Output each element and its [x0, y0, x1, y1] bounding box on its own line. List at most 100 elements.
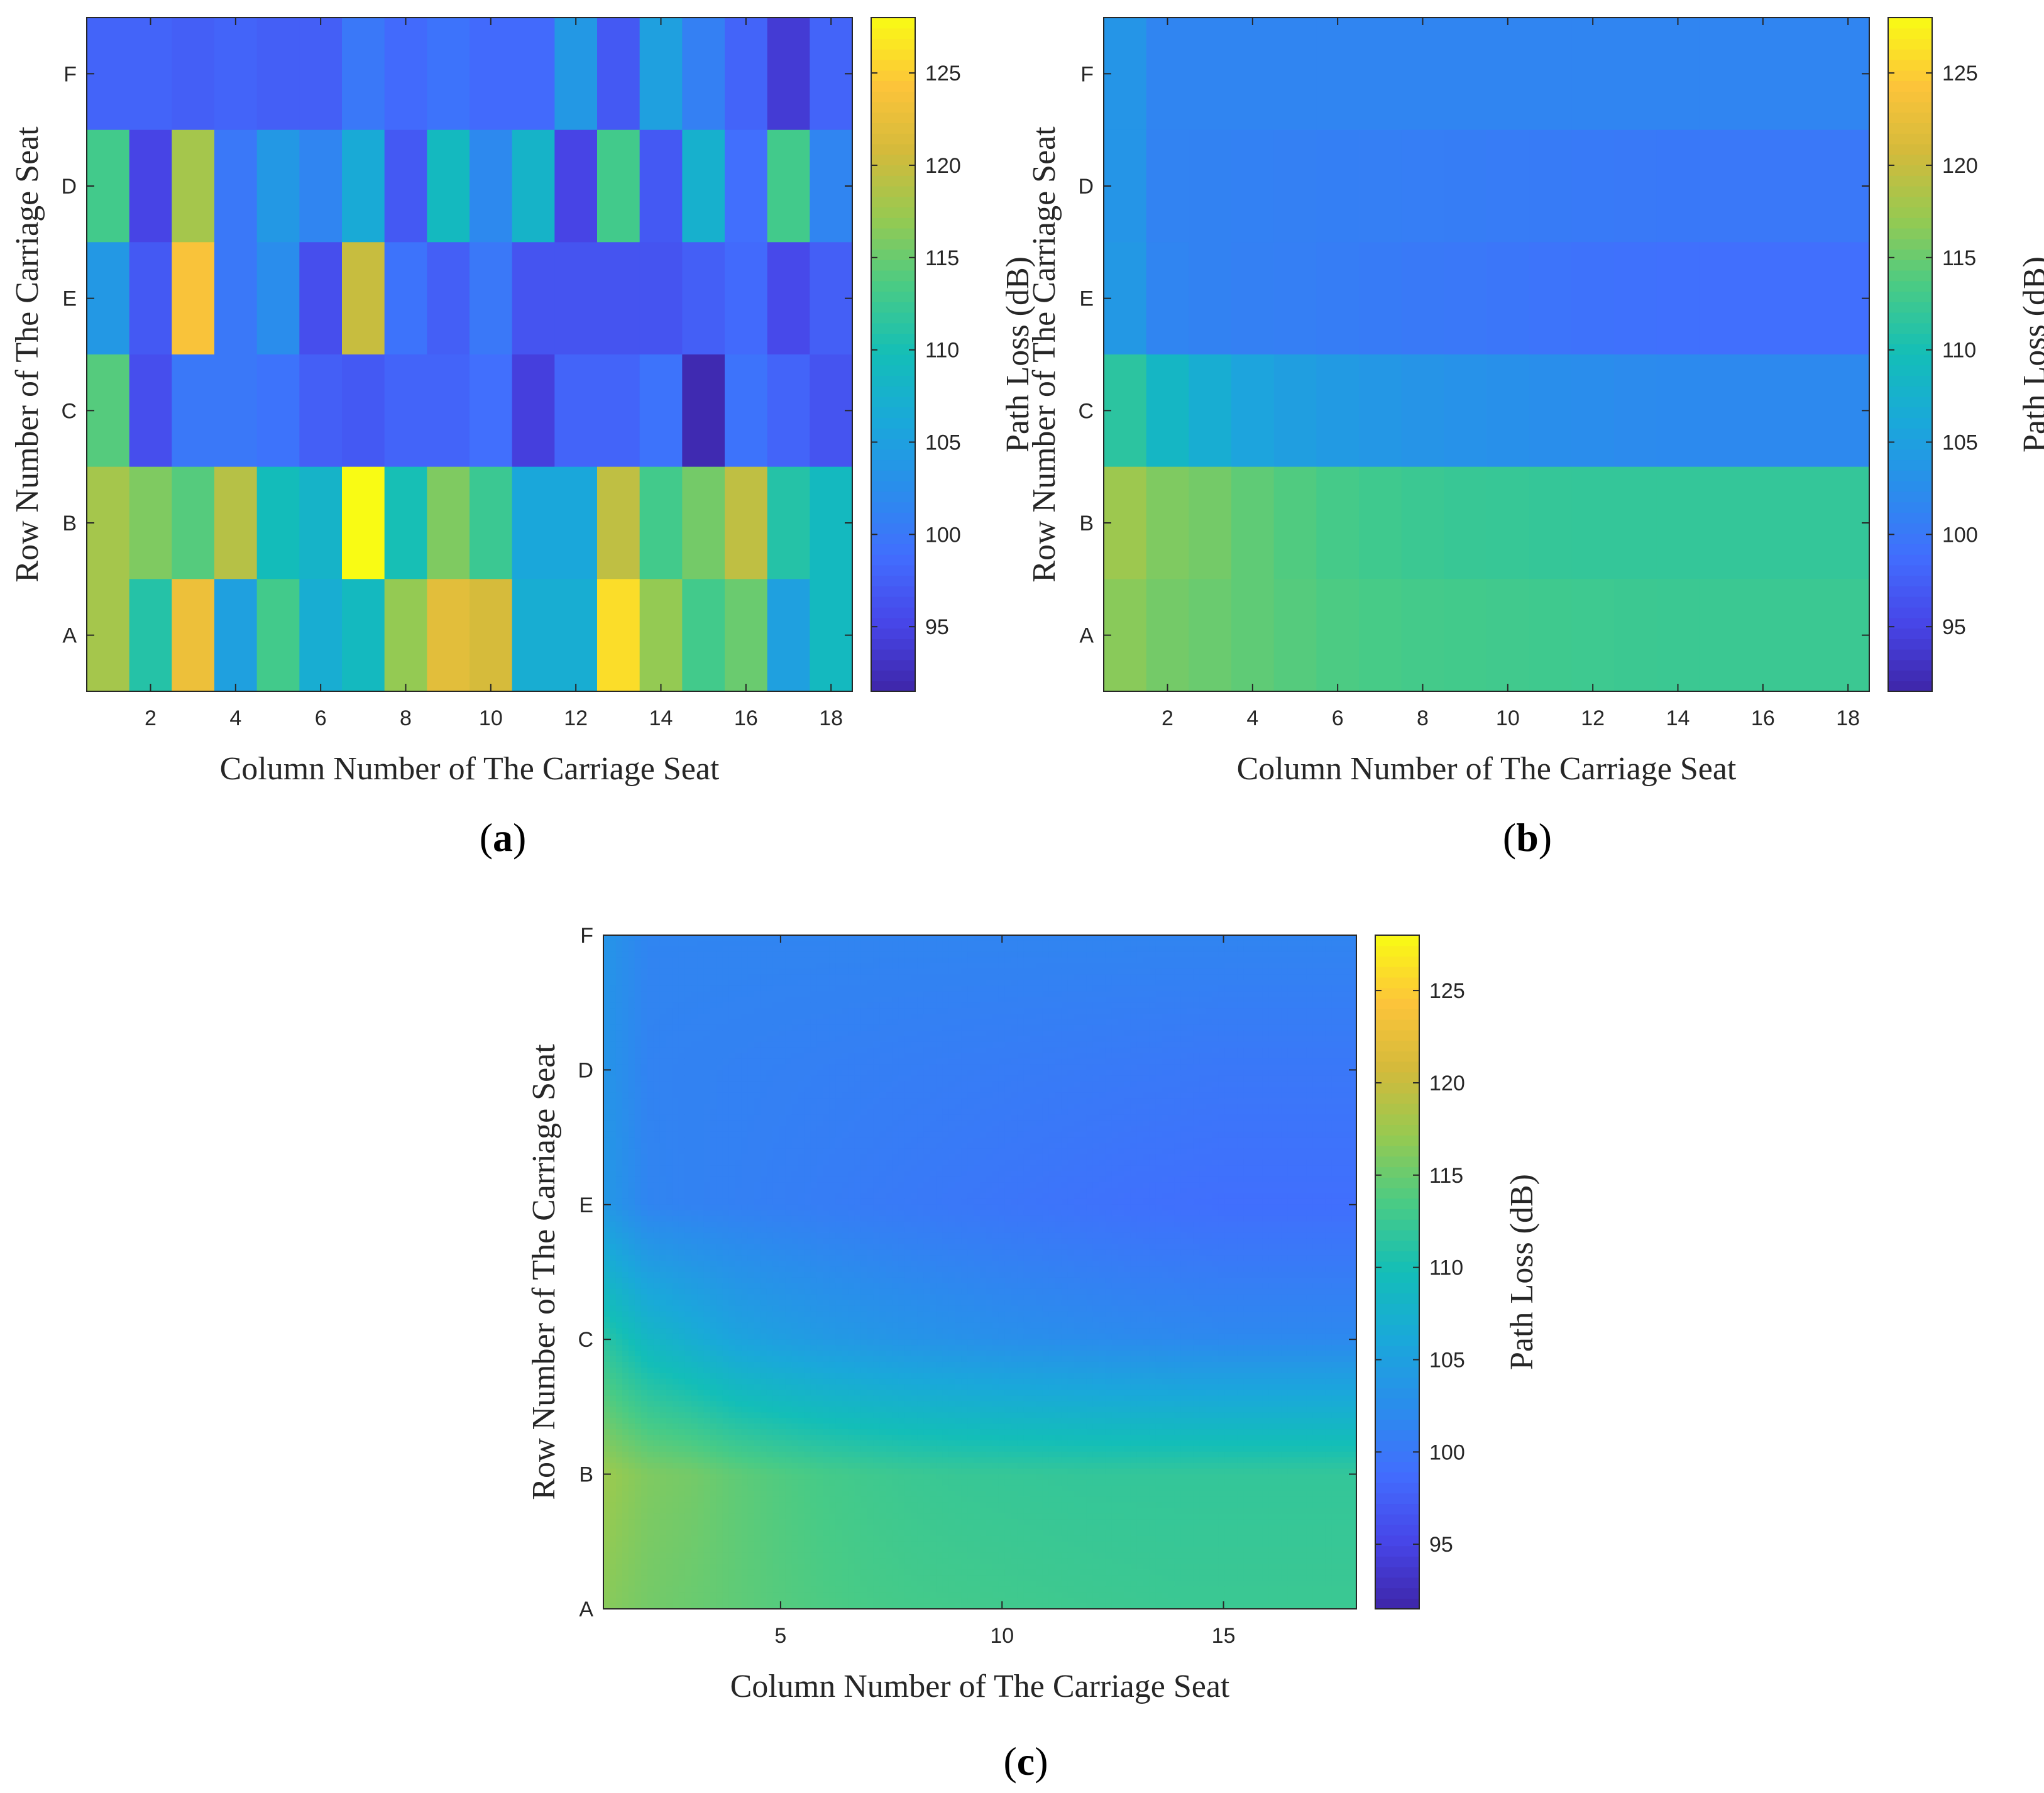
heatmap-cell [1224, 1053, 1232, 1060]
heatmap-cell [986, 1131, 993, 1138]
heatmap-cell [622, 985, 629, 992]
heatmap-cell [1199, 1126, 1207, 1132]
heatmap-cell [609, 1024, 617, 1031]
heatmap-cell [647, 980, 654, 987]
heatmap-cell [1212, 1053, 1219, 1060]
heatmap-cell [754, 1070, 761, 1077]
heatmap-cell [691, 1120, 698, 1127]
heatmap-cell [930, 1058, 937, 1065]
heatmap-cell [854, 1081, 862, 1087]
heatmap-cell [992, 1014, 999, 1020]
heatmap-cell [1149, 1070, 1157, 1077]
heatmap-cell [1149, 1087, 1157, 1093]
colorbar-segment [1888, 207, 1932, 218]
heatmap-cell [1074, 1104, 1081, 1110]
heatmap-cell [948, 1058, 955, 1065]
heatmap-cell [1092, 1114, 1100, 1121]
heatmap-cell [760, 957, 767, 964]
heatmap-cell [785, 935, 793, 941]
heatmap-cell [998, 940, 1006, 947]
heatmap-cell [873, 1058, 880, 1065]
heatmap-cell [678, 1058, 686, 1065]
heatmap-cell [672, 974, 679, 981]
heatmap-cell [1281, 1024, 1288, 1031]
heatmap-cell [1325, 1092, 1332, 1099]
heatmap-cell [1306, 1030, 1313, 1037]
heatmap-cell [923, 997, 930, 1003]
heatmap-cell [1036, 1120, 1043, 1127]
heatmap-cell [961, 1053, 968, 1060]
colorbar-segment [1888, 628, 1932, 639]
heatmap-cell [835, 1024, 843, 1031]
heatmap-cell [691, 935, 698, 941]
heatmap-cell [697, 1087, 705, 1093]
heatmap-cell [554, 242, 598, 355]
heatmap-cell [653, 1081, 661, 1087]
heatmap-cell [810, 1137, 818, 1144]
heatmap-cell [1130, 1126, 1138, 1132]
heatmap-cell [860, 1098, 867, 1104]
heatmap-cell [1036, 1131, 1043, 1138]
heatmap-cell [603, 1019, 610, 1026]
heatmap-cell [1030, 951, 1037, 958]
heatmap-cell [873, 1030, 880, 1037]
heatmap-cell [986, 1041, 993, 1048]
heatmap-cell [1325, 963, 1332, 970]
heatmap-cell [609, 1075, 617, 1082]
heatmap-cell [1092, 951, 1100, 958]
heatmap-cell [666, 1058, 673, 1065]
heatmap-cell [1319, 1008, 1326, 1014]
heatmap-cell [622, 997, 629, 1003]
heatmap-cell [1218, 968, 1226, 975]
heatmap-cell [873, 1131, 880, 1138]
heatmap-cell [1180, 946, 1188, 953]
heatmap-cell [936, 1137, 943, 1144]
heatmap-cell [1212, 1092, 1219, 1099]
heatmap-cell [1030, 1058, 1037, 1065]
heatmap-cell [1124, 1036, 1131, 1043]
heatmap-cell [628, 1137, 635, 1144]
heatmap-cell [823, 1058, 830, 1065]
heatmap-cell [898, 980, 905, 987]
heatmap-cell [747, 1030, 755, 1037]
heatmap-cell [911, 1070, 918, 1077]
heatmap-cell [785, 1081, 793, 1087]
heatmap-cell [1011, 951, 1018, 958]
heatmap-cell [1042, 1019, 1050, 1026]
heatmap-cell [948, 1041, 955, 1048]
heatmap-cell [1174, 1064, 1182, 1071]
heatmap-cell [785, 1047, 793, 1054]
heatmap-cell [747, 1070, 755, 1077]
colorbar-segment [1888, 586, 1932, 597]
heatmap-cell [1784, 129, 1827, 243]
heatmap-cell [955, 1064, 962, 1071]
heatmap-cell [1224, 1064, 1232, 1071]
heatmap-cell [1656, 242, 1700, 355]
heatmap-cell [1092, 1024, 1100, 1031]
heatmap-cell [716, 951, 723, 958]
heatmap-cell [948, 1131, 955, 1138]
heatmap-cell [860, 957, 867, 964]
heatmap-cell [741, 1143, 749, 1149]
heatmap-cell [1268, 1087, 1275, 1093]
heatmap-cell [1055, 1041, 1062, 1048]
heatmap-cell [1237, 1008, 1244, 1014]
heatmap-cell [992, 1036, 999, 1043]
heatmap-cell [1287, 1041, 1294, 1048]
heatmap-cell [1306, 935, 1313, 941]
heatmap-cell [998, 1114, 1006, 1121]
heatmap-cell [1074, 1041, 1081, 1048]
heatmap-cell [967, 1075, 974, 1082]
heatmap-cell [1067, 957, 1075, 964]
heatmap-cell [1237, 997, 1244, 1003]
heatmap-cell [1294, 1002, 1300, 1009]
heatmap-cell [1061, 1008, 1069, 1014]
heatmap-cell [779, 1014, 786, 1020]
heatmap-cell [1306, 985, 1313, 992]
heatmap-cell [1275, 1104, 1282, 1110]
heatmap-cell [829, 985, 837, 992]
heatmap-cell [1699, 466, 1742, 579]
heatmap-cell [747, 1098, 755, 1104]
heatmap-cell [609, 1019, 617, 1026]
heatmap-cell [829, 1053, 837, 1060]
